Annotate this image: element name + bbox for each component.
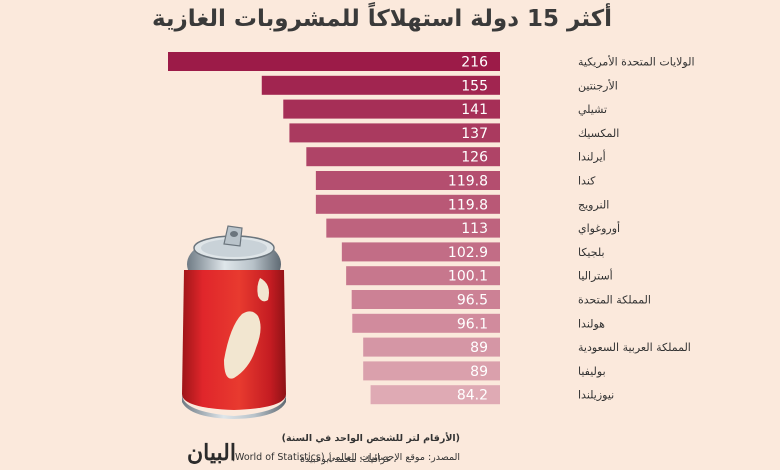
chart-title: أكثر 15 دولة استهلاكاً للمشروبات الغازية [151, 6, 612, 32]
bar [346, 266, 500, 286]
category-label: كندا [578, 175, 596, 188]
category-label: تشيلي [578, 103, 607, 116]
category-label: بلجيكا [578, 246, 605, 259]
category-label: نيوزيلندا [578, 389, 614, 402]
bar-value-label: 96.1 [457, 316, 488, 332]
bar-value-label: 126 [461, 150, 488, 166]
bar [283, 99, 500, 119]
category-label: المملكة المتحدة [578, 294, 651, 307]
bar [363, 361, 500, 381]
bar-value-label: 102.9 [448, 245, 488, 261]
bar-value-label: 141 [461, 102, 488, 118]
bar [341, 242, 500, 262]
category-label: أستراليا [578, 269, 613, 283]
category-label: المملكة العربية السعودية [578, 341, 691, 354]
category-label: الأرجنتين [578, 78, 618, 92]
bar-value-label: 113 [461, 221, 488, 237]
units-note: (الأرقام لتر للشخص الواحد في السنة) [281, 433, 460, 444]
bar [351, 290, 500, 309]
bar-value-label: 119.8 [448, 197, 488, 213]
category-label: المكسيك [578, 127, 619, 140]
publisher-logo: البيان [187, 440, 236, 466]
graphic-credit: غرافيك: محمد أبوعبيدة [300, 454, 391, 465]
bar [315, 194, 500, 214]
bar [352, 313, 500, 333]
category-label: الولايات المتحدة الأمريكية [578, 55, 695, 69]
bar-value-label: 89 [470, 364, 488, 380]
category-label: أيرلندا [578, 150, 606, 164]
bar [370, 385, 500, 405]
bar [363, 337, 500, 357]
bar [289, 123, 500, 143]
bar-value-label: 100.1 [448, 269, 488, 285]
bar [261, 75, 500, 95]
bar-value-label: 155 [461, 78, 488, 94]
bar [326, 218, 500, 238]
bar-value-label: 84.2 [457, 388, 488, 404]
category-label: النرويج [578, 198, 609, 211]
soda-can-icon [182, 225, 286, 419]
bar-value-label: 137 [461, 126, 488, 142]
bar-value-label: 96.5 [457, 293, 488, 309]
source-note: المصدر: موقع الإحصائيات العالمي (World o… [231, 452, 460, 463]
bar [315, 171, 500, 190]
bar [168, 52, 500, 71]
bar-value-label: 216 [461, 55, 488, 71]
category-label: هولندا [578, 317, 605, 330]
bar-value-label: 119.8 [448, 174, 488, 190]
bar-value-label: 89 [470, 340, 488, 356]
category-label: أوروغواي [578, 221, 620, 235]
category-label: بوليفيا [578, 365, 606, 378]
bar [306, 147, 500, 167]
